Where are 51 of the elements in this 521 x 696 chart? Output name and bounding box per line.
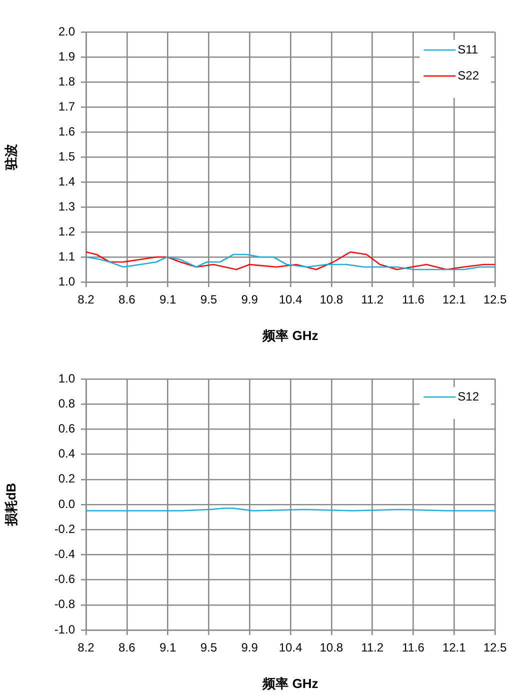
y-tick-label: 1.8 <box>58 74 76 88</box>
y-tick-label: -0.6 <box>54 572 76 586</box>
x-tick-label: 12.1 <box>442 640 466 655</box>
y-tick-label: 0.8 <box>58 396 76 410</box>
y-tick-label: 1.6 <box>58 124 76 138</box>
legend-label: S11 <box>458 42 478 56</box>
x-tick-label: 9.9 <box>241 640 258 655</box>
y-tick-label: 1.1 <box>58 249 76 264</box>
x-tick-label: 12.5 <box>483 292 507 307</box>
x-tick-label: 9.5 <box>200 640 218 655</box>
x-tick-label: 11.2 <box>361 292 384 307</box>
y-tick-label: 0.0 <box>58 496 76 511</box>
y-tick-label: 1.7 <box>58 99 76 114</box>
y-tick-label: 1.0 <box>58 274 76 288</box>
x-tick-label: 11.6 <box>402 292 425 307</box>
y-axis-title: 损耗dB <box>3 482 18 528</box>
y-tick-label: 1.0 <box>58 371 76 386</box>
x-tick-label: 8.6 <box>118 640 136 655</box>
x-tick-label: 8.2 <box>78 640 95 655</box>
legend-label: S22 <box>458 68 480 82</box>
x-axis-title: 频率 GHz <box>262 328 319 343</box>
y-tick-label: 1.3 <box>58 199 76 214</box>
y-tick-label: 1.2 <box>58 224 76 238</box>
y-tick-label: 1.4 <box>58 174 76 188</box>
y-tick-label: -0.2 <box>54 522 76 536</box>
y-tick-label: 2.0 <box>58 24 76 38</box>
y-tick-label: -1.0 <box>54 622 76 636</box>
y-axis-title: 驻波 <box>3 143 18 171</box>
x-tick-label: 8.6 <box>118 292 136 307</box>
x-tick-label: 11.6 <box>402 640 425 655</box>
y-tick-label: 0.2 <box>58 472 76 486</box>
x-tick-label: 9.9 <box>241 292 258 307</box>
y-tick-label: 0.6 <box>58 422 76 436</box>
x-tick-label: 9.1 <box>159 292 176 307</box>
x-tick-label: 12.1 <box>442 292 466 307</box>
x-tick-label: 12.5 <box>483 640 507 655</box>
x-tick-label: 8.2 <box>78 292 95 307</box>
y-tick-label: 0.4 <box>58 446 76 461</box>
y-tick-label: 1.5 <box>58 149 76 164</box>
y-tick-label: -0.4 <box>54 547 76 562</box>
x-tick-label: 10.4 <box>278 292 302 307</box>
x-tick-label: 9.5 <box>200 292 218 307</box>
x-tick-label: 10.8 <box>320 292 344 307</box>
x-tick-label: 9.1 <box>159 640 176 655</box>
y-tick-label: -0.8 <box>54 597 76 612</box>
legend-label: S12 <box>458 389 480 404</box>
x-tick-label: 11.2 <box>361 640 384 655</box>
x-tick-label: 10.4 <box>278 640 302 655</box>
x-tick-label: 10.8 <box>320 640 344 655</box>
y-tick-label: 1.9 <box>58 49 76 64</box>
x-axis-title: 频率 GHz <box>262 676 319 691</box>
